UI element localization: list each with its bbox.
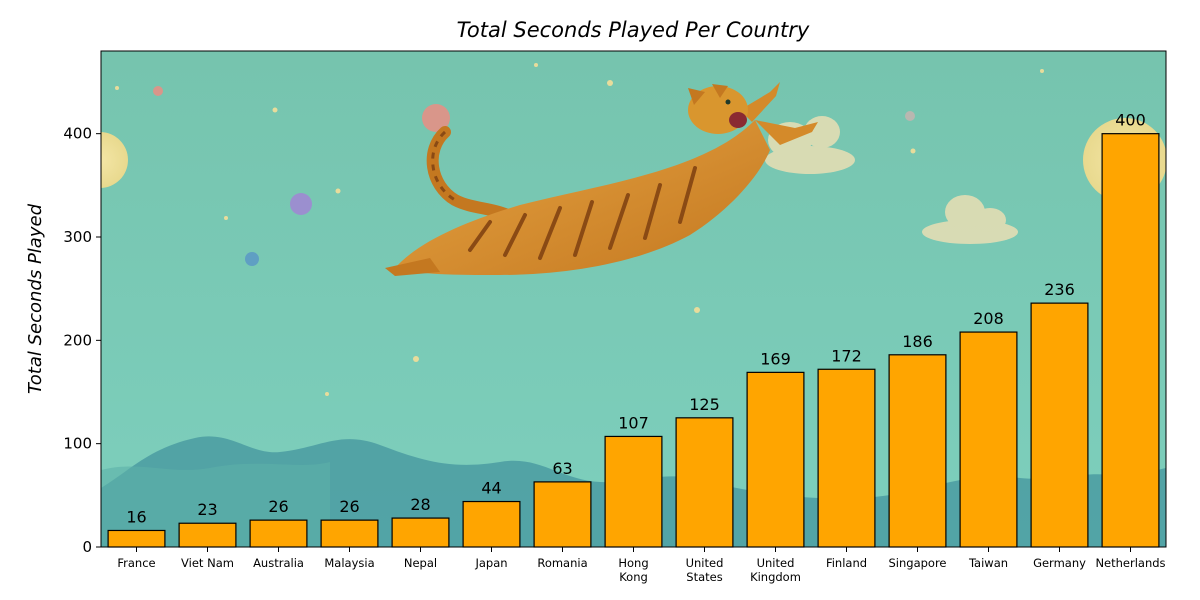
planet-icon xyxy=(153,86,163,96)
x-tick-label: Japan xyxy=(474,556,507,570)
y-tick-label: 400 xyxy=(63,125,92,143)
bar xyxy=(107,529,166,548)
bar-value-label: 107 xyxy=(618,413,649,432)
bar-value-label: 400 xyxy=(1115,111,1146,130)
bar-value-label: 186 xyxy=(902,332,933,351)
y-axis-label: Total Seconds Played xyxy=(25,203,46,394)
x-tick-label: United States xyxy=(686,556,724,584)
star-icon xyxy=(115,63,1044,396)
x-tick-label: Romania xyxy=(537,556,587,570)
value-labels: 16 23 26 26 28 44 63 107 125 169 172 186 208 236 400 xyxy=(126,111,1145,527)
x-tick-label: Singapore xyxy=(888,556,946,570)
bar xyxy=(746,371,805,548)
planet-icon xyxy=(422,104,450,132)
x-tick-label: France xyxy=(117,556,155,570)
bar xyxy=(675,417,734,548)
x-tick-label: Viet Nam xyxy=(181,556,234,570)
bar-value-label: 208 xyxy=(973,309,1004,328)
bar xyxy=(1030,302,1089,548)
x-tick-label: Nepal xyxy=(404,556,437,570)
bar xyxy=(249,519,308,548)
bar-value-label: 26 xyxy=(268,497,288,516)
bar-value-label: 169 xyxy=(760,349,791,368)
bar-value-label: 28 xyxy=(410,495,430,514)
x-tick-label: Taiwan xyxy=(968,556,1008,570)
y-tick-label: 100 xyxy=(63,435,92,453)
bar-value-label: 172 xyxy=(831,346,862,365)
bar-value-label: 236 xyxy=(1044,280,1075,299)
y-tick-label: 0 xyxy=(82,538,92,556)
bar xyxy=(320,519,379,548)
x-tick-label: Australia xyxy=(253,556,304,570)
chart-title: Total Seconds Played Per Country xyxy=(457,18,810,42)
bar xyxy=(604,435,663,548)
bar xyxy=(178,522,237,548)
bars xyxy=(107,133,1160,548)
x-axis-ticks: France Viet Nam Australia Malaysia Nepal Japa… xyxy=(117,547,1166,584)
x-tick-label: United Kingdom xyxy=(750,556,801,584)
bar-value-label: 44 xyxy=(481,479,501,498)
bar xyxy=(1101,133,1160,548)
bar xyxy=(462,500,521,548)
bar xyxy=(533,481,592,548)
planet-icon xyxy=(245,252,259,266)
x-tick-label: Germany xyxy=(1033,556,1086,570)
bar xyxy=(817,368,876,548)
flying-cat-icon xyxy=(385,82,818,276)
y-tick-label: 300 xyxy=(63,228,92,246)
moon-left-icon xyxy=(101,132,128,188)
bar-value-label: 16 xyxy=(126,507,146,526)
x-tick-label: Netherlands xyxy=(1095,556,1165,570)
planet-icon xyxy=(905,111,915,121)
x-tick-label: Malaysia xyxy=(324,556,374,570)
bar-value-label: 63 xyxy=(552,459,572,478)
bar xyxy=(888,354,947,548)
bar-value-label: 23 xyxy=(197,500,217,519)
x-tick-label: Hong Kong xyxy=(618,556,648,584)
bar xyxy=(391,517,450,548)
planet-icon xyxy=(290,193,312,215)
y-axis-ticks: 0 100 200 300 400 xyxy=(63,125,101,556)
y-tick-label: 200 xyxy=(63,331,92,349)
bar xyxy=(959,331,1018,548)
bar-value-label: 125 xyxy=(689,395,720,414)
bar-value-label: 26 xyxy=(339,497,359,516)
x-tick-label: Finland xyxy=(826,556,867,570)
